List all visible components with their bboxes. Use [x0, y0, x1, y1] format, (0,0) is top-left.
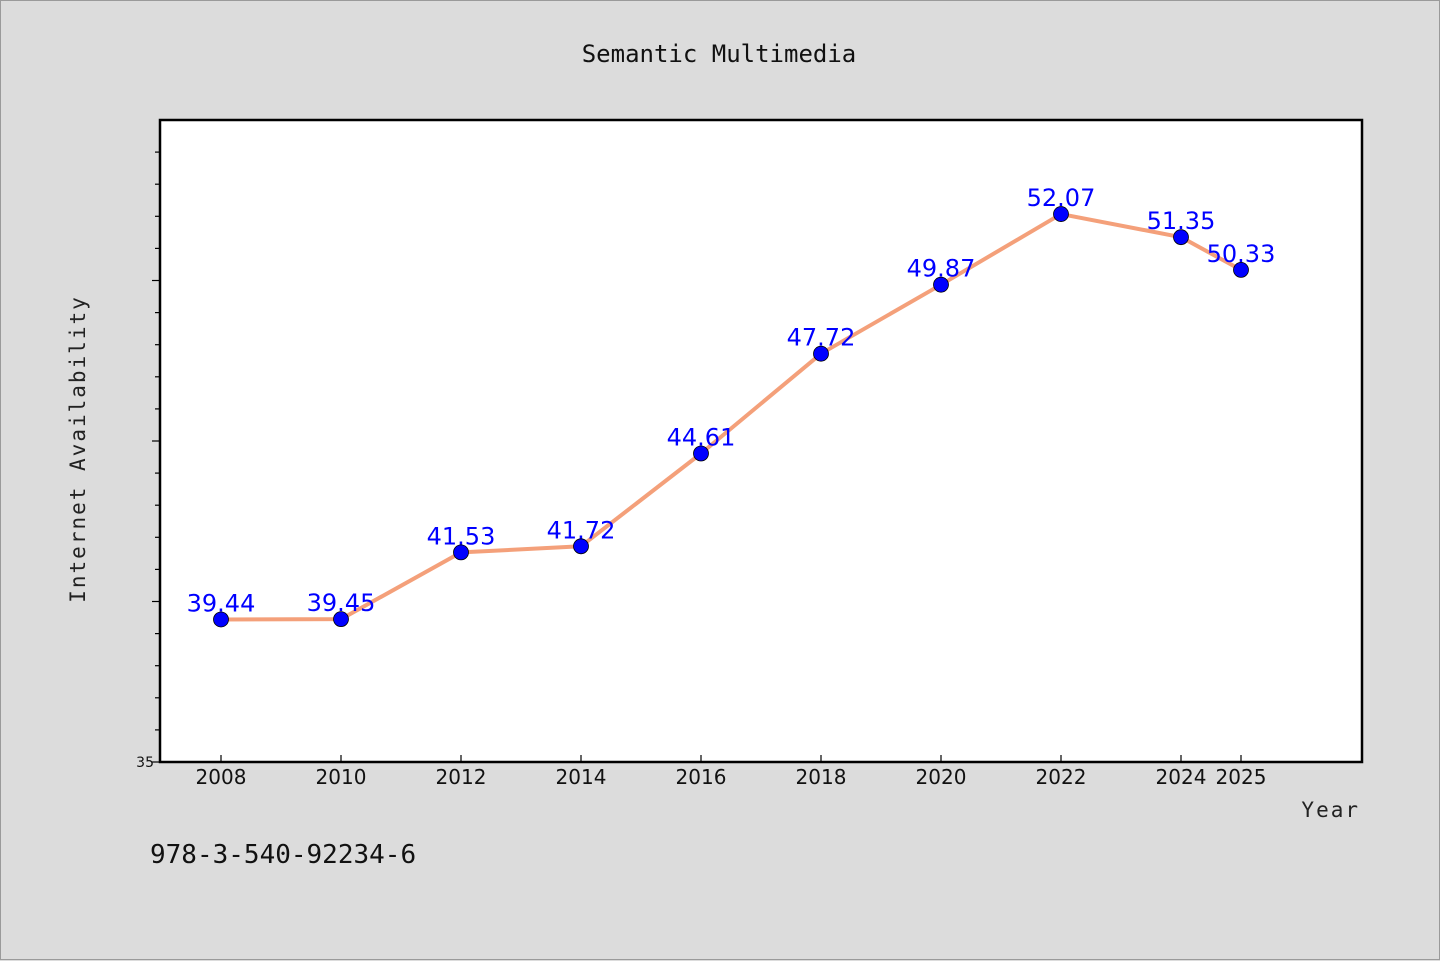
data-point — [693, 445, 709, 462]
x-axis-ticks: 2008 2010 2012 2014 2016 2018 2020 2022 2024 2025 — [196, 755, 1267, 789]
chart-title: Semantic Multimedia — [582, 40, 857, 68]
data-label: 49.87 — [907, 255, 976, 283]
plot-area — [158, 118, 1364, 764]
data-label: 50.33 — [1207, 240, 1276, 268]
data-label: 44.61 — [667, 424, 736, 452]
data-point — [573, 538, 589, 555]
series-line — [220, 212, 1242, 622]
x-tick-label: 2014 — [556, 765, 607, 789]
data-label: 51.35 — [1147, 207, 1216, 235]
data-label: 52.07 — [1027, 184, 1096, 212]
x-tick-label: 2018 — [796, 765, 847, 789]
x-tick-label: 2022 — [1036, 765, 1087, 789]
data-point — [1233, 262, 1249, 278]
x-tick-label: 2024 — [1156, 765, 1207, 789]
y-axis-label: Internet Availability — [66, 295, 90, 603]
x-tick-label: 2020 — [916, 765, 967, 789]
data-label: 39.44 — [187, 589, 256, 617]
isbn-footer: 978-3-540-92234-6 — [150, 840, 416, 870]
series-layer — [220, 212, 1242, 622]
marker-layer — [213, 206, 1249, 628]
data-point — [453, 544, 469, 561]
x-axis-label: Year — [1301, 798, 1360, 822]
data-point — [813, 345, 829, 362]
x-tick-label: 2010 — [316, 765, 367, 789]
data-point — [1173, 229, 1189, 246]
data-point — [1053, 206, 1069, 222]
data-label: 41.72 — [547, 516, 616, 544]
data-point — [933, 276, 949, 293]
data-label: 47.72 — [787, 324, 856, 352]
data-point — [333, 611, 349, 628]
data-point — [213, 611, 229, 628]
data-label: 41.53 — [427, 522, 496, 550]
x-tick-label: 2008 — [196, 765, 247, 789]
x-tick-label: 2016 — [676, 765, 727, 789]
x-tick-label: 2025 — [1216, 765, 1267, 789]
x-tick-label: 2012 — [436, 765, 487, 789]
data-label: 39.45 — [307, 589, 376, 617]
y-tick-label: 35 — [136, 755, 154, 771]
data-label-layer: 39.44 39.45 41.53 41.72 44.61 47.72 49.87 52.07… — [187, 184, 1276, 617]
y-axis-ticks: 35 — [136, 151, 160, 771]
